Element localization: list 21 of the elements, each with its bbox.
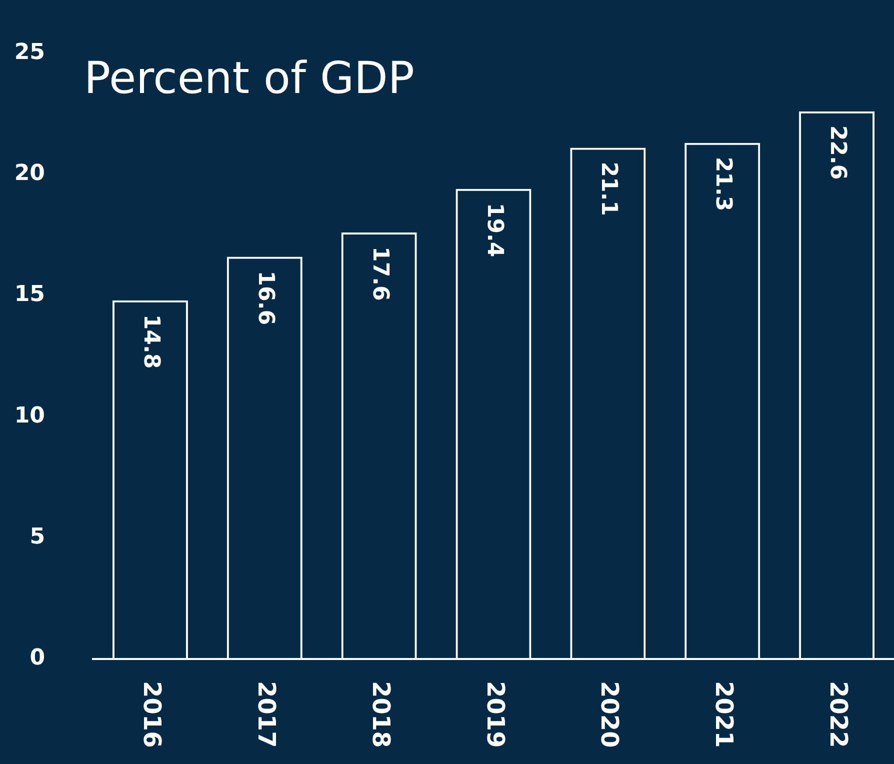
data-label: 14.8 [138,314,164,369]
y-tick-label: 0 [30,646,45,671]
y-tick-label: 25 [14,40,45,65]
y-tick-label: 5 [30,524,45,550]
x-tick-label: 2017 [252,681,280,748]
x-tick-label: 2021 [710,681,738,748]
data-label: 19.4 [482,202,507,258]
data-label: 22.6 [825,125,850,180]
y-tick-label: 20 [14,161,45,186]
data-label: 16.6 [252,270,278,326]
data-label: 21.3 [710,156,736,212]
y-tick-label: 15 [14,282,45,308]
data-label: 21.1 [596,162,622,216]
x-tick-label: 2020 [596,681,624,748]
x-tick-label: 2016 [138,681,166,748]
x-tick-label: 2022 [824,681,853,748]
y-tick-label: 10 [14,403,45,428]
data-label: 17.6 [367,246,392,301]
chart-title: Percent of GDP [84,53,414,104]
x-tick-label: 2018 [366,681,395,748]
x-tick-label: 2019 [481,681,510,748]
